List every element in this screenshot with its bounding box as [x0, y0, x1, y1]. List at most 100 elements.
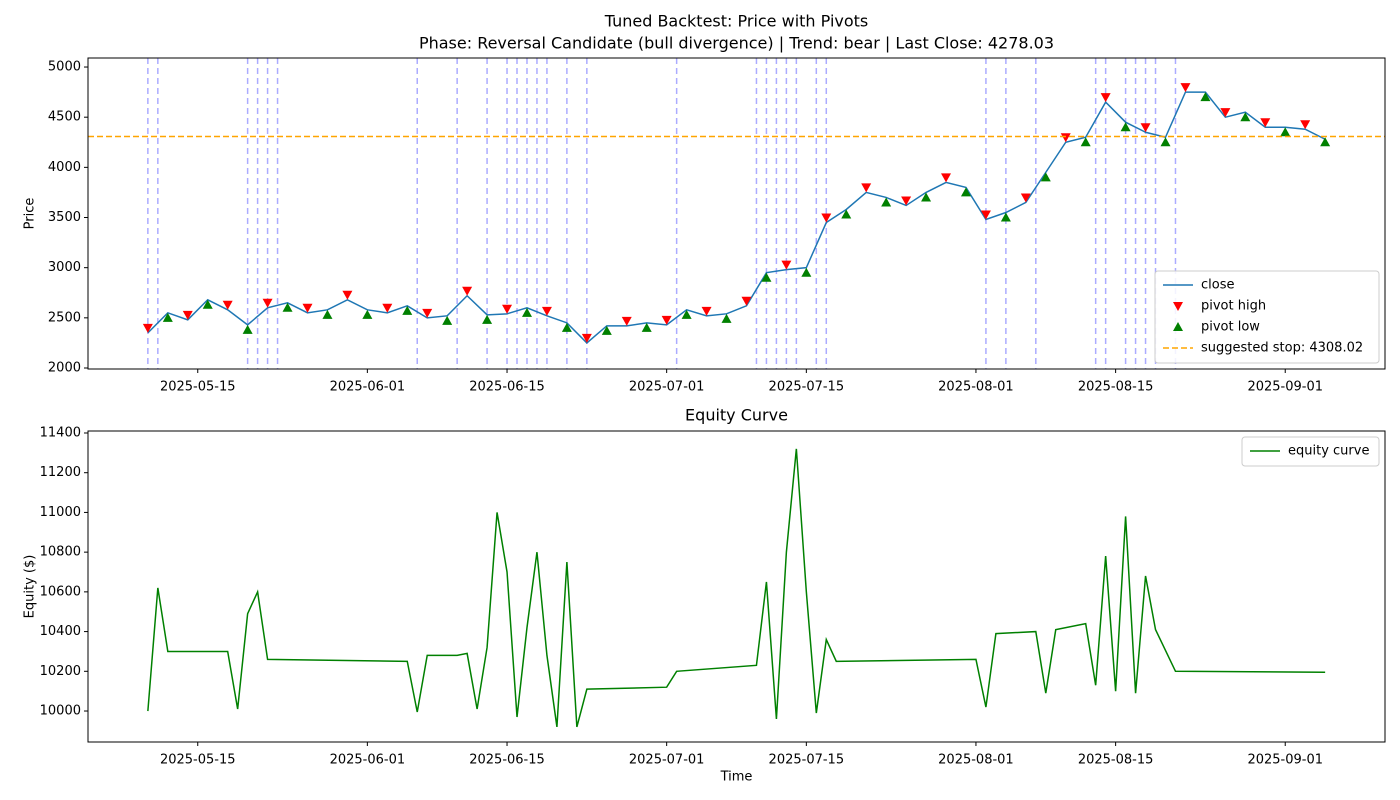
pivot-marker	[1040, 172, 1051, 182]
plot-0: Tuned Backtest: Price with Pivots Phase: …	[23, 12, 1386, 395]
legend-label: suggested stop: 4308.02	[1201, 341, 1363, 356]
x-tick-label: 2025-05-15	[160, 753, 236, 768]
pivot-marker	[462, 286, 473, 296]
y-axis-label: Equity ($)	[23, 555, 38, 619]
x-tick-label: 2025-05-15	[160, 380, 236, 395]
legend-label: close	[1201, 278, 1234, 293]
x-tick-label: 2025-06-01	[330, 753, 406, 768]
pivot-marker	[561, 322, 572, 332]
x-tick-label: 2025-08-01	[938, 753, 1014, 768]
legend: close pivot high pivot low suggested stop: …	[1154, 270, 1380, 364]
legend-label: pivot high	[1201, 299, 1266, 314]
pivot-marker	[302, 303, 313, 313]
pivot-marker	[601, 325, 612, 335]
y-tick-label: 10000	[40, 704, 81, 719]
pivot-marker	[1320, 137, 1331, 147]
pivot-marker	[1000, 212, 1011, 222]
y-axis-label: Price	[23, 198, 38, 230]
x-tick-label: 2025-06-15	[469, 753, 545, 768]
x-tick-label: 2025-08-15	[1078, 380, 1154, 395]
x-tick-label: 2025-08-01	[938, 380, 1014, 395]
pivot-marker	[182, 310, 193, 320]
pivot-marker	[1260, 118, 1271, 128]
pivot-marker	[521, 307, 532, 317]
pivot-marker	[701, 306, 712, 316]
pivot-marker	[541, 306, 552, 316]
chart-title: Equity Curve	[685, 406, 788, 425]
pivot-marker	[801, 267, 812, 277]
pivot-marker	[202, 299, 213, 309]
pivot-marker	[502, 304, 513, 314]
pivot-marker	[781, 260, 792, 270]
pivot-marker	[861, 183, 872, 193]
pivot-marker	[1280, 127, 1291, 137]
chart-title: Tuned Backtest: Price with Pivots	[604, 12, 869, 31]
y-tick-label: 2000	[48, 360, 81, 375]
pivot-marker	[821, 213, 832, 223]
legend-marker	[1173, 302, 1183, 311]
legend-marker	[1173, 322, 1183, 331]
pivot-marker	[322, 309, 333, 319]
x-tick-label: 2025-08-15	[1078, 753, 1154, 768]
pivot-marker	[1160, 137, 1171, 147]
pivot-marker	[761, 272, 772, 282]
x-tick-label: 2025-07-01	[629, 380, 705, 395]
pivot-marker	[442, 315, 453, 325]
axes-frame	[87, 57, 1386, 370]
chart-subtitle: Phase: Reversal Candidate (bull divergen…	[419, 34, 1054, 53]
pivot-marker	[980, 210, 991, 220]
y-tick-label: 11000	[40, 505, 81, 520]
pivot-marker	[921, 192, 932, 202]
y-tick-label: 4000	[48, 160, 81, 175]
pivot-marker	[422, 308, 433, 318]
pivot-marker	[142, 323, 153, 333]
pivot-marker	[342, 290, 353, 300]
pivot-marker	[162, 312, 173, 322]
pivot-marker	[941, 173, 952, 183]
x-tick-label: 2025-06-01	[330, 380, 406, 395]
y-tick-label: 11400	[40, 425, 81, 440]
pivot-marker	[1060, 133, 1071, 143]
y-tick-label: 3000	[48, 260, 81, 275]
pivot-marker	[1220, 108, 1231, 118]
y-tick-label: 10400	[40, 624, 81, 639]
plot-1: Equity Curve 2025-05-15 2025-06-01 2025-06-…	[23, 406, 1386, 785]
pivot-marker	[621, 316, 632, 326]
pivot-marker	[881, 197, 892, 207]
pivot-marker	[362, 309, 373, 319]
pivot-marker	[1120, 122, 1131, 132]
series-line	[147, 448, 1326, 728]
y-tick-label: 3500	[48, 210, 81, 225]
pivot-marker	[242, 324, 253, 334]
x-tick-label: 2025-09-01	[1247, 753, 1323, 768]
pivot-marker	[402, 305, 413, 315]
pivot-marker	[1180, 83, 1191, 93]
pivot-marker	[1080, 137, 1091, 147]
pivot-marker	[741, 296, 752, 306]
legend-box	[1154, 270, 1380, 364]
pivot-marker	[1020, 193, 1031, 203]
pivot-marker	[482, 314, 493, 324]
y-tick-label: 2500	[48, 310, 81, 325]
pivot-marker	[222, 300, 233, 310]
x-axis-label: Time	[720, 770, 753, 785]
y-tick-label: 10200	[40, 664, 81, 679]
y-tick-label: 4500	[48, 110, 81, 125]
y-tick-label: 10600	[40, 584, 81, 599]
pivot-marker	[282, 302, 293, 312]
pivot-marker	[641, 322, 652, 332]
pivot-marker	[681, 309, 692, 319]
pivot-marker	[262, 298, 273, 308]
pivot-marker	[581, 333, 592, 343]
y-tick-label: 10800	[40, 545, 81, 560]
y-tick-label: 11200	[40, 465, 81, 480]
series-line	[147, 91, 1326, 344]
pivot-marker	[901, 196, 912, 206]
x-tick-label: 2025-07-15	[769, 380, 845, 395]
x-tick-label: 2025-07-15	[769, 753, 845, 768]
x-tick-label: 2025-09-01	[1247, 380, 1323, 395]
pivot-marker	[1140, 123, 1151, 133]
pivot-marker	[661, 315, 672, 325]
